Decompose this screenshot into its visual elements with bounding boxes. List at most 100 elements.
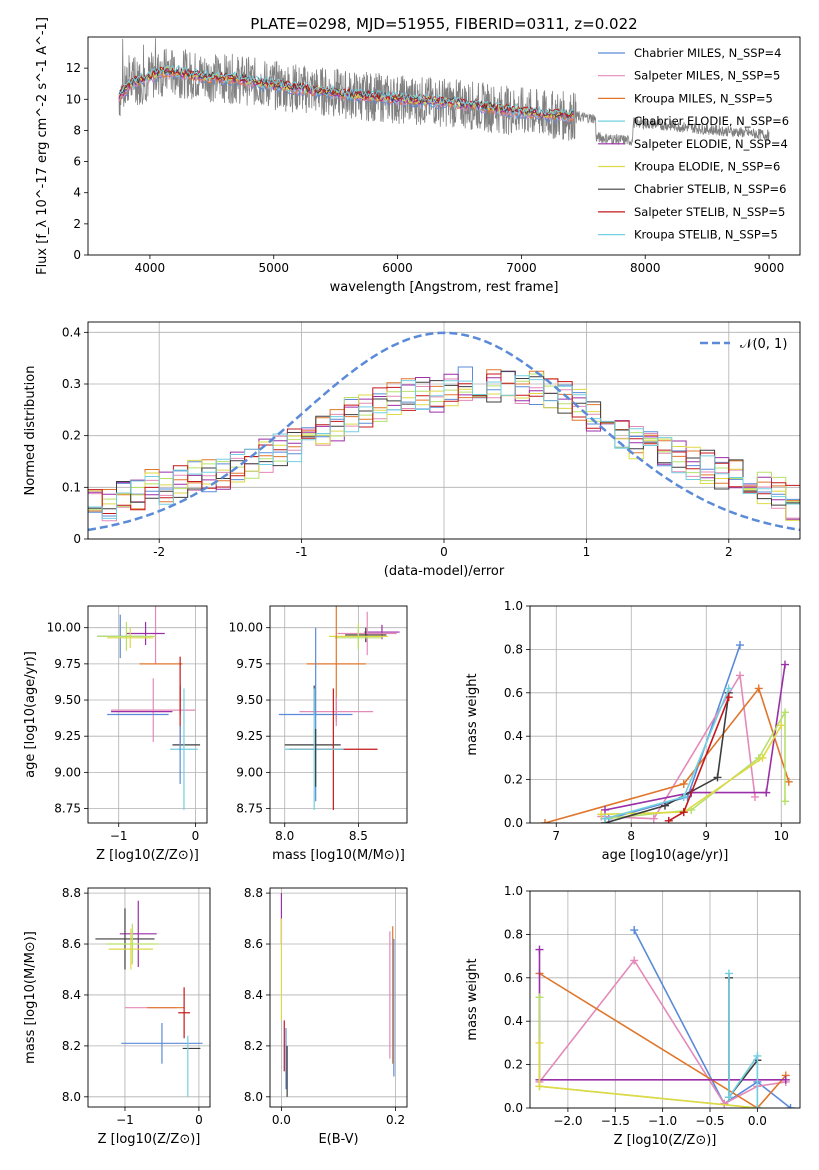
x-tick-label: −1.0 — [648, 1114, 677, 1128]
massweight-line — [728, 973, 759, 1108]
massweight-marker — [736, 671, 744, 680]
y-tick-label: 8.0 — [244, 1090, 263, 1104]
legend-label: Kroupa STELIB, N_SSP=5 — [634, 228, 778, 242]
massweight-vs-age-axes: 7 8 9 10 0.0 0.2 0.4 0.6 0.8 1.0 age [log10(age/yr… — [465, 599, 800, 863]
spectrum-data-line — [118, 38, 770, 146]
y-tick-label: 10 — [66, 92, 81, 106]
x-tick-label: −1 — [110, 829, 128, 843]
massweight-marker — [601, 814, 609, 823]
residual-histogram — [88, 375, 800, 519]
mass-vs-Z-ylabel: mass [log10(M/M⊙)] — [23, 931, 38, 1064]
massweight-marker — [781, 660, 789, 669]
spectrum-border — [87, 36, 801, 256]
residual-histogram — [88, 388, 800, 521]
massweight-marker — [535, 1082, 544, 1091]
massweight-marker — [781, 797, 789, 806]
x-tick-label: 8000 — [630, 261, 661, 275]
massweight-line — [604, 664, 786, 811]
massweight-marker — [597, 810, 606, 819]
y-tick-label: 9.25 — [54, 729, 81, 743]
massweight-line — [538, 1042, 758, 1108]
y-tick-label: 1.0 — [504, 599, 523, 613]
mass-vs-ebv-axes: 0.0 0.2 8.0 8.2 8.4 8.6 8.8 E(B-V) — [244, 886, 407, 1147]
x-tick-label: -1 — [296, 545, 308, 559]
y-tick-label: 8.0 — [62, 1090, 81, 1104]
massweight-marker — [649, 814, 658, 823]
legend-label: Salpeter MILES, N_SSP=5 — [634, 69, 780, 83]
spectrum-xlabel: wavelength [Angstrom, rest frame] — [330, 280, 559, 295]
y-tick-label: 12 — [66, 61, 81, 75]
massweight-vs-Z-plot — [535, 926, 795, 1108]
x-tick-label: −1 — [116, 1113, 134, 1127]
massweight-marker — [679, 792, 688, 801]
age-vs-mass-axes: 8.0 8.5 8.75 9.00 9.25 9.50 9.75 10.00 mass [log… — [229, 606, 407, 863]
massweight-marker — [754, 684, 763, 693]
y-tick-label: 0 — [73, 532, 81, 546]
x-tick-label: −2.0 — [553, 1114, 582, 1128]
spectrum-axes: 4000 5000 6000 7000 8000 9000 0 2 4 6 8 10 12 wavelen… — [35, 17, 784, 295]
y-tick-label: 8 — [73, 123, 81, 137]
residuals-legend: 𝒩(0, 1) — [700, 337, 787, 352]
x-tick-label: 2 — [725, 545, 733, 559]
massweight-marker — [724, 1093, 733, 1102]
age-vs-Z-xlabel: Z [log10(Z/Z⊙)] — [96, 848, 199, 863]
massweight-vs-age-plot — [541, 641, 793, 823]
y-tick-label: 10.00 — [47, 621, 81, 635]
y-tick-label: 0.3 — [62, 377, 81, 391]
legend-label: Chabrier ELODIE, N_SSP=6 — [634, 114, 789, 128]
y-tick-label: 8.2 — [244, 1039, 263, 1053]
x-tick-label: 0.2 — [386, 1113, 405, 1127]
y-tick-label: 1.0 — [504, 884, 523, 898]
legend-label: Kroupa ELODIE, N_SSP=6 — [634, 160, 780, 174]
massweight-line — [538, 997, 758, 1108]
x-tick-label: 5000 — [258, 261, 289, 275]
x-tick-label: 8.5 — [349, 829, 368, 843]
massweight-line — [544, 686, 790, 823]
age-vs-Z-plot — [97, 606, 201, 810]
x-tick-label: 0 — [192, 829, 200, 843]
y-tick-label: 0.0 — [504, 816, 523, 830]
y-tick-label: 0.4 — [504, 1014, 523, 1028]
massweight-marker — [679, 808, 688, 817]
mass-vs-ebv-xlabel: E(B-V) — [318, 1132, 358, 1147]
massweight-marker — [541, 819, 549, 823]
y-tick-label: 6 — [73, 155, 81, 169]
x-tick-label: 1 — [583, 545, 591, 559]
x-tick-label: 9 — [702, 829, 710, 843]
massweight-line — [539, 972, 787, 1108]
y-tick-label: 9.25 — [236, 729, 263, 743]
y-tick-label: 0.1 — [62, 480, 81, 494]
y-tick-label: 8.6 — [244, 937, 263, 951]
residual-histogram — [88, 373, 800, 514]
y-tick-label: 0.0 — [504, 1101, 523, 1115]
x-tick-label: −1.5 — [601, 1114, 630, 1128]
x-tick-label: 8.0 — [275, 829, 294, 843]
massweight-marker — [751, 792, 759, 801]
age-vs-mass-plot — [278, 606, 400, 810]
figure-title: PLATE=0298, MJD=51955, FIBERID=0311, z=0… — [250, 15, 637, 33]
mass-vs-Z-border — [87, 887, 211, 1108]
x-tick-label: −0.5 — [695, 1114, 724, 1128]
age-vs-mass-xlabel: mass [log10(M/M⊙)] — [272, 848, 405, 863]
x-tick-label: 0.0 — [748, 1114, 767, 1128]
x-tick-label: 0 — [440, 545, 448, 559]
massweight-line — [604, 709, 786, 820]
y-tick-label: 0.4 — [62, 325, 81, 339]
y-tick-label: 0.6 — [504, 971, 523, 985]
x-tick-label: 10 — [774, 829, 789, 843]
age-vs-mass-border — [269, 605, 408, 824]
x-tick-label: 6000 — [382, 261, 413, 275]
x-tick-label: 0 — [195, 1113, 203, 1127]
massweight-vs-Z-ylabel: mass weight — [465, 958, 480, 1040]
massweight-marker — [601, 805, 609, 814]
age-vs-Z-axes: −1 0 8.75 9.00 9.25 9.50 9.75 10.00 Z [log10(Z/Z… — [23, 606, 207, 863]
mass-vs-ebv-plot — [280, 893, 395, 1097]
massweight-marker — [630, 956, 639, 965]
massweight-marker — [630, 926, 639, 935]
y-tick-label: 4 — [73, 186, 81, 200]
spectrum-model-line — [118, 64, 574, 116]
y-tick-label: 0.2 — [504, 1058, 523, 1072]
massweight-line — [633, 929, 791, 1108]
spectrum-plot — [118, 38, 770, 146]
y-tick-label: 10.00 — [229, 621, 263, 635]
